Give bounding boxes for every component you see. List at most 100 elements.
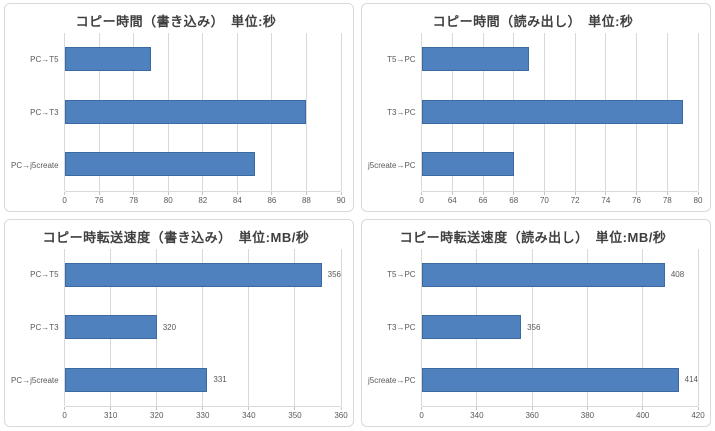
gridline xyxy=(202,248,204,406)
bar-row: 356 xyxy=(64,249,341,302)
bar-value-label: 356 xyxy=(527,322,541,332)
bar-row: 414 xyxy=(421,354,698,407)
plot-area: 408 356 414 xyxy=(421,248,699,407)
chart-plot-transfer-speed-write: PC→T5 PC→T3 PC→j5create 356 320 331 0 310 320 330… xyxy=(11,248,348,424)
category-axis: PC→T5 PC→T3 PC→j5create xyxy=(11,249,65,408)
bar xyxy=(64,315,157,340)
chart-panel-transfer-speed-write: コピー時転送速度（書き込み） 単位:MB/秒 PC→T5 PC→T3 PC→j5cr… xyxy=(4,218,354,427)
axis-tick-label: 0 xyxy=(419,411,424,420)
axis-tick-mark xyxy=(421,407,423,410)
chart-plot-copy-time-read: T5→PC T3→PC j5create→PC 0 64 66 68 70 72 74 76 78 80 xyxy=(368,33,702,208)
bar xyxy=(421,315,522,340)
axis-tick-mark xyxy=(513,191,515,195)
bar xyxy=(64,367,208,392)
gridline xyxy=(697,248,699,406)
axis-tick-label: 360 xyxy=(334,411,348,420)
category-label: PC→T5 xyxy=(30,54,59,64)
axis-tick-mark xyxy=(202,191,204,195)
axis-tick-mark xyxy=(98,191,100,195)
bar-row: 331 xyxy=(64,354,341,407)
bar-row xyxy=(64,86,341,139)
bar xyxy=(421,262,665,287)
bar xyxy=(64,262,322,287)
axis-tick-mark xyxy=(531,407,533,410)
axis-tick-mark xyxy=(543,191,545,195)
axis-tick-mark xyxy=(574,191,576,195)
gridline xyxy=(305,33,307,191)
axis-tick-label: 86 xyxy=(267,195,277,205)
bar-value-label: 414 xyxy=(684,375,698,385)
plot-area: 356 320 331 xyxy=(64,248,342,407)
category-label: PC→T5 xyxy=(30,270,59,280)
axis-tick-label: 80 xyxy=(163,195,173,205)
gridline xyxy=(697,33,699,191)
plot-area xyxy=(421,33,699,192)
axis-tick-label: 72 xyxy=(570,195,580,205)
category-label: PC→j5create xyxy=(11,160,59,170)
category-label: PC→j5create xyxy=(11,376,59,386)
axis-tick-mark xyxy=(64,407,66,410)
bar-row: 408 xyxy=(421,249,698,302)
chart-panel-copy-time-write: コピー時間（書き込み） 単位:秒 PC→T5 PC→T3 PC→j5create 0 7… xyxy=(4,3,354,212)
axis-tick-label: 0 xyxy=(62,195,67,205)
bar xyxy=(64,47,151,72)
axis-tick-label: 70 xyxy=(539,195,549,205)
bar-row: 320 xyxy=(64,301,341,354)
axis-tick-mark xyxy=(482,191,484,195)
bar-value-label: 408 xyxy=(670,270,685,280)
bar-value-label: 356 xyxy=(327,270,341,280)
bar-row xyxy=(64,33,341,86)
axis-tick-mark xyxy=(636,191,638,195)
category-label: PC→T3 xyxy=(30,107,59,117)
axis-tick-label: 320 xyxy=(150,411,164,420)
bar-row: 356 xyxy=(421,301,698,354)
chart-title-transfer-speed-write: コピー時転送速度（書き込み） 単位:MB/秒 xyxy=(42,229,310,245)
gridline xyxy=(340,33,342,191)
axis-tick-label: 340 xyxy=(242,411,256,420)
value-axis: 0 310 320 330 340 350 360 xyxy=(62,407,348,423)
axis-tick-mark xyxy=(421,191,423,195)
axis-tick-mark xyxy=(110,407,112,410)
axis-tick-label: 82 xyxy=(198,195,208,205)
axis-tick-mark xyxy=(340,407,342,410)
gridline xyxy=(586,248,588,406)
axis-tick-label: 0 xyxy=(62,411,67,420)
category-label: T3→PC xyxy=(387,107,416,117)
bar-value-label: 331 xyxy=(213,375,227,385)
axis-tick-label: 74 xyxy=(601,195,611,205)
axis-tick-mark xyxy=(167,191,169,195)
value-axis: 0 64 66 68 70 72 74 76 78 80 xyxy=(419,191,702,208)
axis-tick-mark xyxy=(294,407,296,410)
axis-tick-mark xyxy=(202,407,204,410)
axis-tick-label: 340 xyxy=(470,411,484,420)
bar-row xyxy=(421,33,698,86)
axis-tick-mark xyxy=(64,191,66,195)
category-axis: T5→PC T3→PC j5create→PC xyxy=(368,249,422,408)
chart-panel-copy-time-read: コピー時間（読み出し） 単位:秒 T5→PC T3→PC j5create→PC 0 6… xyxy=(361,3,711,212)
chart-plot-copy-time-write: PC→T5 PC→T3 PC→j5create 0 76 78 80 82 84 86 88 90 xyxy=(11,33,345,208)
bar xyxy=(64,99,307,124)
gridline xyxy=(340,248,342,406)
axis-tick-label: 66 xyxy=(478,195,488,205)
axis-tick-mark xyxy=(605,191,607,195)
category-axis: T5→PC T3→PC j5create→PC xyxy=(368,33,422,192)
axis-tick-label: 350 xyxy=(288,411,302,420)
chart-title-copy-time-write: コピー時間（書き込み） 単位:秒 xyxy=(75,14,277,29)
axis-tick-label: 64 xyxy=(447,195,457,205)
bar-row xyxy=(421,138,698,191)
gridline xyxy=(294,248,296,406)
gridline xyxy=(642,248,644,406)
category-label: j5create→PC xyxy=(368,160,416,170)
category-label: T5→PC xyxy=(387,54,416,64)
axis-tick-mark xyxy=(340,191,342,195)
category-label: T5→PC xyxy=(387,270,416,280)
chart-title-copy-time-read: コピー時間（読み出し） 単位:秒 xyxy=(432,14,634,29)
axis-tick-mark xyxy=(133,191,135,195)
value-axis: 0 76 78 80 82 84 86 88 90 xyxy=(62,191,345,208)
axis-tick-label: 88 xyxy=(301,195,311,205)
axis-tick-label: 80 xyxy=(693,195,703,205)
axis-tick-mark xyxy=(586,407,588,410)
gridline xyxy=(531,248,533,406)
bar xyxy=(421,99,683,124)
